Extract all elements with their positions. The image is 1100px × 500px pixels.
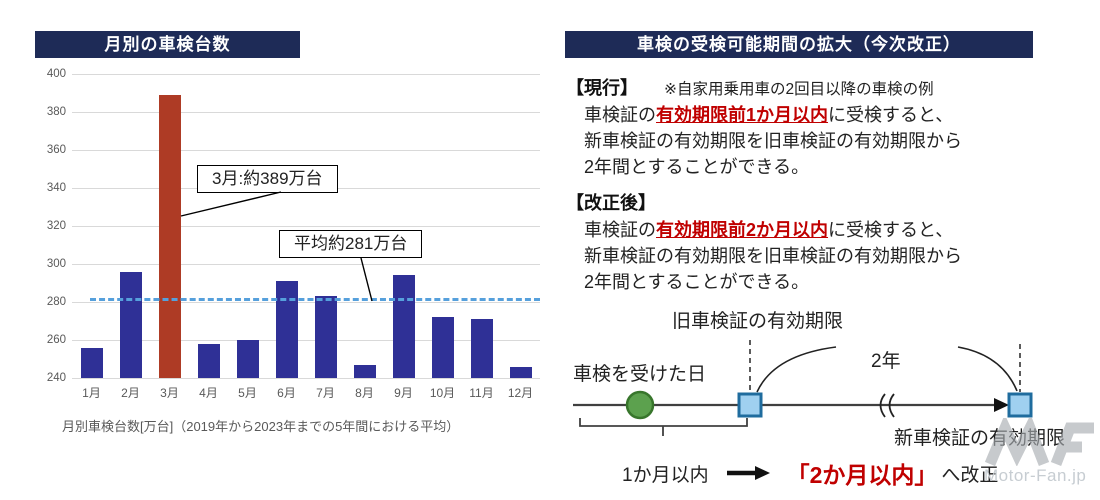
example-note: ※自家用乗用車の2回目以降の車検の例 (664, 81, 934, 98)
x-tick-label-7月: 7月 (316, 386, 335, 400)
y-tick-label-300: 300 (46, 258, 66, 270)
gridline-380 (72, 112, 540, 113)
y-tick-label-320: 320 (46, 220, 66, 232)
bar-9月 (392, 275, 415, 378)
y-tick-label-280: 280 (46, 296, 66, 308)
x-tick-label-5月: 5月 (238, 386, 257, 400)
revised-line3: 2年間とすることができる。 (584, 272, 810, 292)
after-suffix-label: へ改正 (941, 464, 999, 486)
timeline-arrowhead-icon (994, 398, 1009, 412)
revised-line1-post: に受検すると、 (828, 220, 954, 240)
current-line2: 新車検証の有効期限を旧車検証の有効期限から (584, 131, 962, 151)
average-callout: 平均約281万台 (279, 230, 423, 258)
bar-8月 (353, 364, 376, 378)
y-tick-label-360: 360 (46, 144, 66, 156)
bar-4月 (197, 343, 220, 378)
y-tick-label-260: 260 (46, 334, 66, 346)
gridline-320 (72, 226, 540, 227)
gridline-360 (72, 150, 540, 151)
inspection-day-marker-icon (625, 390, 655, 420)
y-tick-label-380: 380 (46, 106, 66, 118)
gridline-260 (72, 340, 540, 341)
current-heading-row: 【現行】 ※自家用乗用車の2回目以降の車検の例 (566, 74, 1086, 100)
old-expiry-label: 旧車検証の有効期限 (672, 311, 844, 332)
left-panel-title: 月別の車検台数 (35, 31, 300, 58)
old-expiry-marker-icon (737, 392, 763, 418)
bar-12月 (509, 366, 532, 378)
current-highlight: 有効期限前1か月以内 (656, 105, 829, 125)
bar-6月 (275, 281, 298, 378)
current-line1-post: に受検すると、 (828, 105, 954, 125)
x-tick-label-10月: 10月 (429, 386, 456, 400)
watermark-text: Motor-Fan.jp (984, 466, 1087, 485)
bar-2月 (119, 271, 142, 378)
after-window-label: 「2か月以内」 (786, 462, 938, 488)
two-years-label: 2年 (871, 351, 901, 372)
right-panel-title: 車検の受検可能期間の拡大（今次改正） (565, 31, 1033, 58)
gridline-300 (72, 264, 540, 265)
march-callout: 3月:約389万台 (197, 165, 338, 193)
current-description: 車検証の有効期限前1か月以内に受検すると、 新車検証の有効期限を旧車検証の有効期… (566, 102, 1086, 180)
average-dashed-line (90, 298, 540, 302)
bar-5月 (236, 340, 259, 378)
change-summary-row: 1か月以内 「2か月以内」 へ改正 (622, 456, 998, 490)
y-tick-label-240: 240 (46, 372, 66, 384)
y-tick-label-400: 400 (46, 68, 66, 80)
motor-fan-logo-icon (984, 418, 1094, 466)
new-expiry-marker-icon (1007, 392, 1033, 418)
revised-line1-pre: 車検証の (584, 220, 656, 240)
bar-7月 (314, 296, 337, 378)
bar-3月 (158, 94, 181, 378)
x-tick-label-3月: 3月 (160, 386, 179, 400)
change-arrow-icon (726, 466, 770, 480)
inspection-day-label: 車検を受けた日 (573, 364, 707, 385)
current-line1-pre: 車検証の (584, 105, 656, 125)
validity-timeline-diagram (573, 340, 1033, 436)
bar-11月 (470, 319, 493, 378)
before-window-label: 1か月以内 (622, 464, 709, 486)
revised-description: 車検証の有効期限前2か月以内に受検すると、 新車検証の有効期限を旧車検証の有効期… (566, 217, 1086, 295)
current-line3: 2年間とすることができる。 (584, 157, 810, 177)
revised-line2: 新車検証の有効期限を旧車検証の有効期限から (584, 246, 962, 266)
x-tick-label-9月: 9月 (394, 386, 413, 400)
gridline-280 (72, 302, 540, 303)
y-tick-label-340: 340 (46, 182, 66, 194)
current-label: 【現行】 (566, 78, 638, 98)
x-tick-label-1月: 1月 (82, 386, 101, 400)
monthly-inspection-bar-chart: 240 260 280 300 320 340 360 380 400 1月 2月 3月 4月 5月 6月 7… (47, 68, 540, 400)
x-tick-label-4月: 4月 (199, 386, 218, 400)
bar-1月 (80, 347, 103, 378)
chart-caption: 月別車検台数[万台]（2019年から2023年までの5年間における平均） (62, 419, 460, 434)
gridline-400 (72, 74, 540, 75)
revised-highlight: 有効期限前2か月以内 (656, 220, 829, 240)
x-tick-label-6月: 6月 (277, 386, 296, 400)
x-tick-label-2月: 2月 (121, 386, 140, 400)
x-tick-label-11月: 11月 (469, 386, 494, 400)
gridline-240 (72, 378, 540, 379)
x-tick-label-8月: 8月 (355, 386, 374, 400)
window-bracket-icon (579, 418, 748, 436)
regulation-text-block: 【現行】 ※自家用乗用車の2回目以降の車検の例 車検証の有効期限前1か月以内に受検… (566, 74, 1086, 295)
bar-10月 (431, 317, 454, 378)
x-tick-label-12月: 12月 (507, 386, 534, 400)
revised-label: 【改正後】 (566, 193, 656, 213)
axis-break-icon (879, 393, 886, 418)
